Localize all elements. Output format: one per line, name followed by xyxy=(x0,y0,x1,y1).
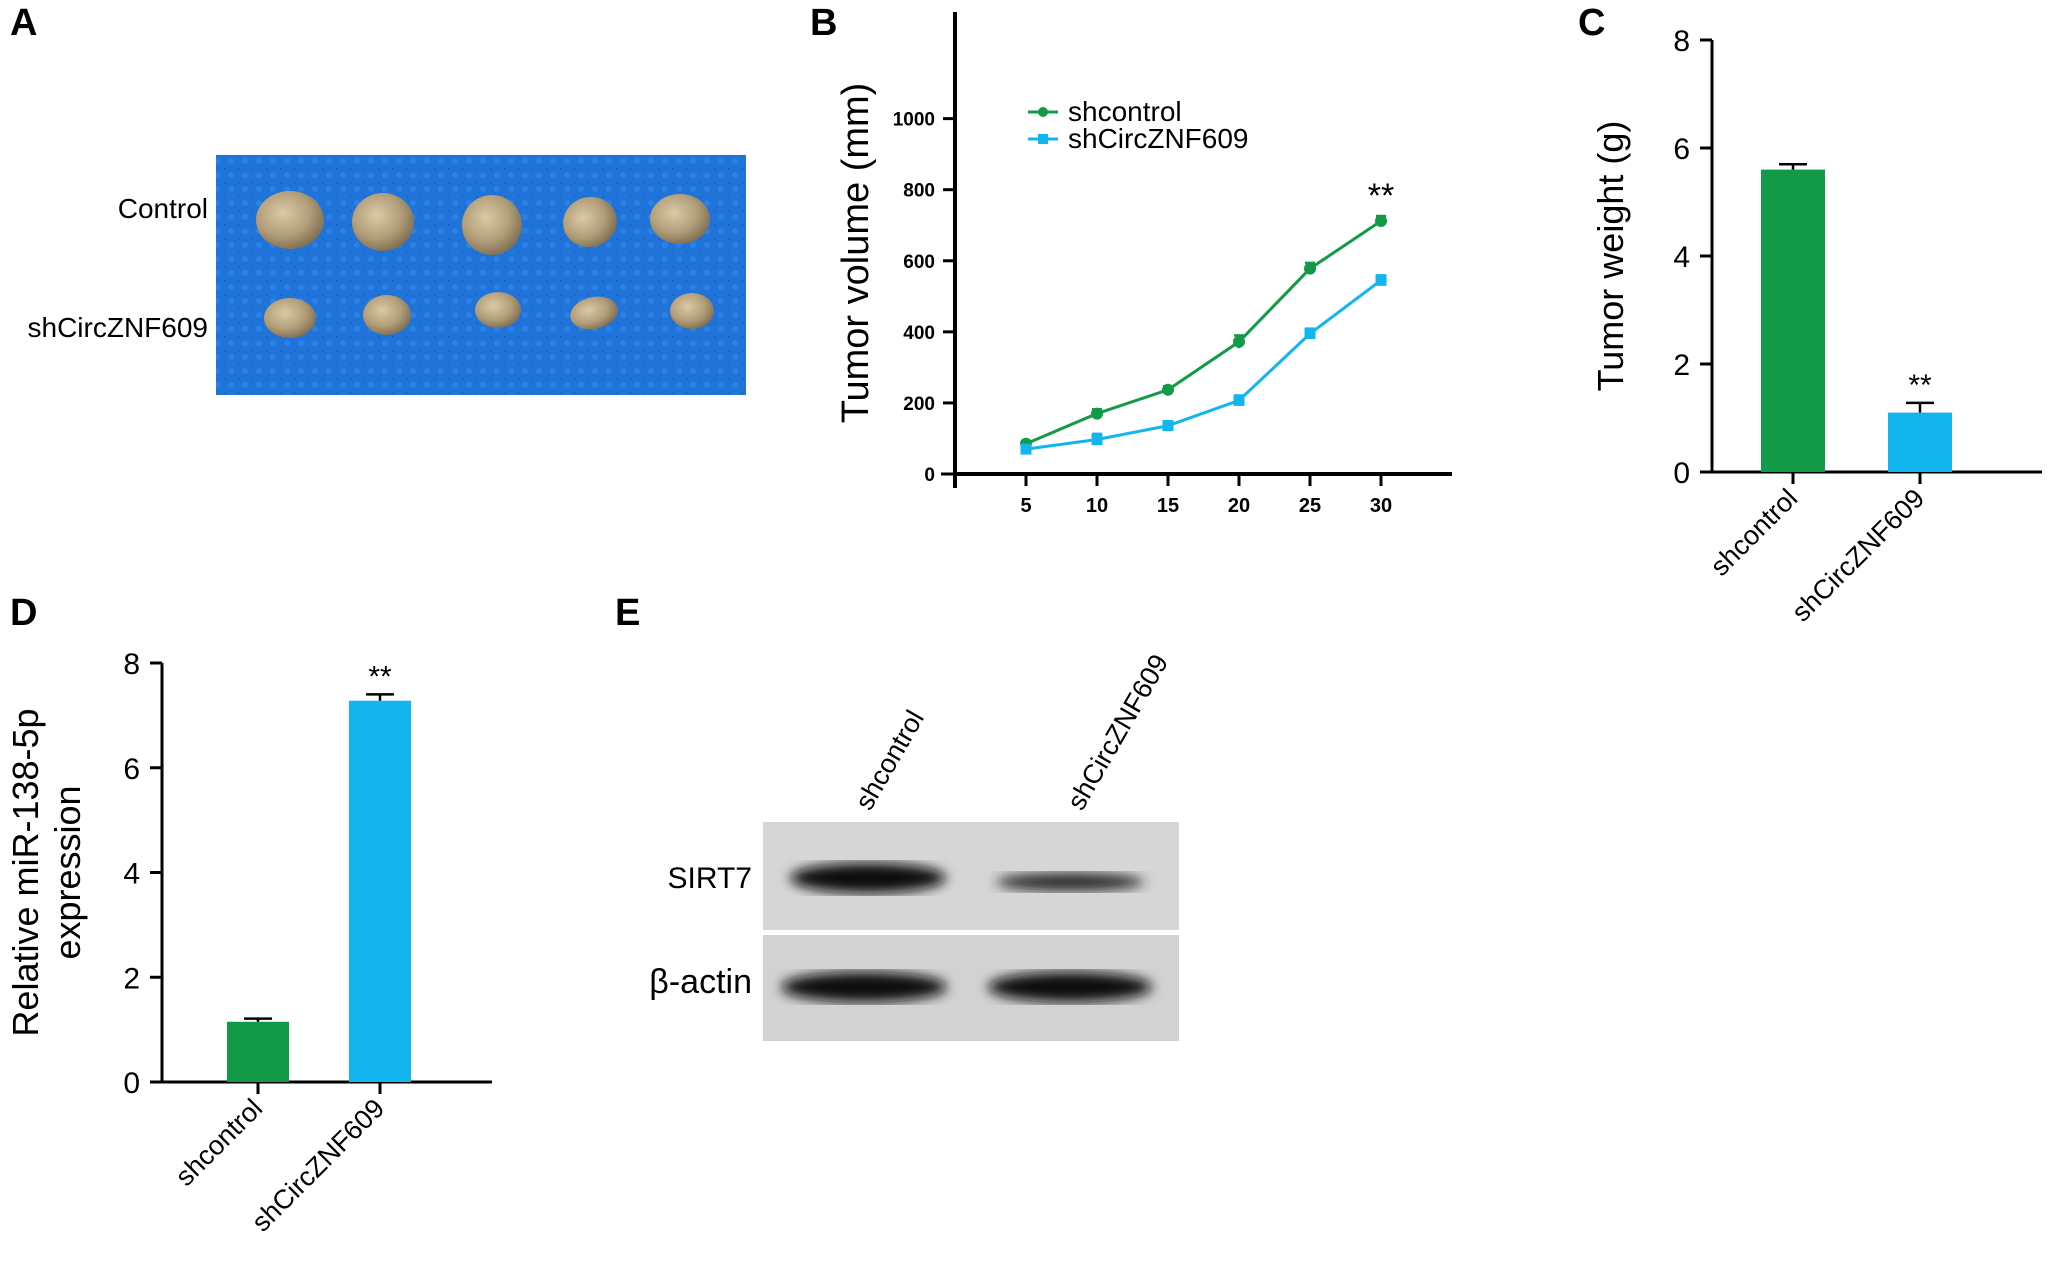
band-sirt7-shcircznf609 xyxy=(996,873,1144,891)
band-actin-shcircznf609 xyxy=(988,972,1152,1002)
significance-marker: ** xyxy=(1908,369,1932,402)
significance-marker: ** xyxy=(1368,177,1394,215)
y-tick-label: 2 xyxy=(123,962,140,995)
series-line-shCircZNF609 xyxy=(1025,279,1382,451)
y-axis-title: Relative miR-138-5p xyxy=(5,708,46,1036)
x-tick-label: 15 xyxy=(1157,495,1179,517)
band-actin-shcontrol xyxy=(781,972,947,1002)
panel-e-label: E xyxy=(615,592,641,634)
tumor-sh-1 xyxy=(264,298,316,338)
x-tick-label: 5 xyxy=(1020,495,1031,517)
data-point-shCircZNF609 xyxy=(1304,328,1316,340)
series-line-shcontrol xyxy=(1025,219,1382,446)
y-tick-label: 8 xyxy=(1673,25,1690,58)
lane-label-shcontrol: shcontrol xyxy=(849,705,930,815)
tumor-sh-5 xyxy=(670,293,714,329)
y-tick-label: 0 xyxy=(924,465,935,486)
x-tick-label: 25 xyxy=(1299,495,1321,517)
y-axis-title: Tumor weight (g) xyxy=(1590,121,1631,392)
band-label-beta-actin: β-actin xyxy=(649,963,752,1001)
legend-label-shCircZNF609: shCircZNF609 xyxy=(1068,123,1248,154)
x-tick-label: 20 xyxy=(1228,495,1250,517)
x-tick-label: 30 xyxy=(1370,495,1392,517)
data-point-shCircZNF609 xyxy=(1233,394,1245,406)
data-point-shcontrol xyxy=(1162,383,1174,396)
y-tick-label: 400 xyxy=(903,323,935,344)
y-tick-label: 0 xyxy=(1673,457,1690,490)
y-tick-label: 4 xyxy=(1673,241,1690,274)
data-point-shCircZNF609 xyxy=(1091,434,1103,446)
chart-b-tumor-volume: 0 200 400 600 800 1000 5 10 15 20 25 30 Tumor volume… xyxy=(835,12,1452,517)
western-blot: SIRT7 β-actin shcontrol shCircZNF609 xyxy=(649,649,1179,1041)
legend-marker xyxy=(1038,107,1048,117)
tumor-control-2 xyxy=(352,193,414,251)
photo-row-label-shcircznf609: shCircZNF609 xyxy=(27,312,208,343)
y-axis-title: Tumor volume (mm) xyxy=(835,83,877,424)
bar-shCircZNF609 xyxy=(1888,412,1952,472)
y-tick-label: 800 xyxy=(903,181,935,202)
legend-label-shcontrol: shcontrol xyxy=(1068,96,1182,127)
panel-b-label: B xyxy=(810,2,838,44)
band-label-sirt7: SIRT7 xyxy=(668,862,752,895)
tumor-control-5 xyxy=(650,194,710,244)
y-tick-label: 2 xyxy=(1673,349,1690,382)
significance-marker: ** xyxy=(368,660,392,693)
y-tick-label: 4 xyxy=(123,858,140,891)
tumor-photo xyxy=(216,155,746,395)
photo-background xyxy=(216,155,746,395)
y-tick-label: 8 xyxy=(123,648,140,681)
photo-row-label-control: Control xyxy=(117,193,208,224)
legend-marker xyxy=(1038,134,1048,144)
tumor-control-3 xyxy=(462,195,522,255)
bar-shCircZNF609 xyxy=(349,700,411,1082)
band-sirt7-shcontrol xyxy=(790,863,946,893)
y-tick-label: 0 xyxy=(123,1067,140,1100)
data-point-shCircZNF609 xyxy=(1020,443,1032,455)
y-tick-label: 1000 xyxy=(893,110,935,131)
bar-shcontrol xyxy=(1761,169,1825,472)
data-point-shCircZNF609 xyxy=(1162,420,1174,432)
lane-label-shcircznf609: shCircZNF609 xyxy=(1061,649,1174,815)
y-tick-label: 6 xyxy=(123,753,140,786)
panel-c-label: C xyxy=(1578,2,1606,44)
x-tick-label-shcontrol: shcontrol xyxy=(1705,483,1804,582)
data-point-shcontrol xyxy=(1233,335,1245,348)
y-tick-label: 6 xyxy=(1673,133,1690,166)
panel-d-label: D xyxy=(10,592,38,634)
bar-shcontrol xyxy=(227,1021,289,1082)
data-point-shcontrol xyxy=(1375,214,1387,227)
y-axis-title: expression xyxy=(47,785,88,959)
data-point-shcontrol xyxy=(1091,407,1103,420)
data-point-shCircZNF609 xyxy=(1375,274,1387,286)
x-tick-label: 10 xyxy=(1086,495,1108,517)
y-tick-label: 200 xyxy=(903,394,935,415)
tumor-sh-4 xyxy=(570,296,618,330)
x-tick-label-shcontrol: shcontrol xyxy=(170,1093,269,1192)
tumor-sh-3 xyxy=(475,292,521,328)
x-tick-label-shCircZNF609: shCircZNF609 xyxy=(1786,483,1930,627)
tumor-control-4 xyxy=(563,196,617,248)
tumor-sh-2 xyxy=(363,295,411,335)
panel-a-label: A xyxy=(10,2,38,44)
data-point-shcontrol xyxy=(1304,262,1316,275)
y-tick-label: 600 xyxy=(903,252,935,273)
tumor-control-1 xyxy=(256,191,324,249)
